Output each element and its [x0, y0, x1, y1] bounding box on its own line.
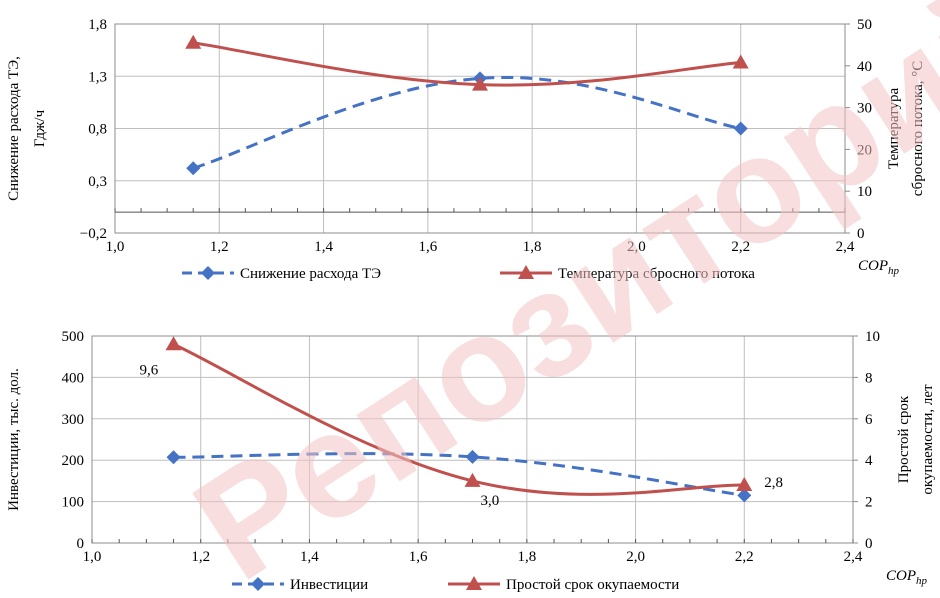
chart-top-y-tick-label: 0,8	[88, 122, 107, 138]
chart-bottom-y2-axis-label-line2: окупаемости, лет	[920, 384, 936, 495]
chart-bottom-point-diamond	[166, 450, 181, 465]
chart-bottom-y2-tick-label: 10	[865, 329, 880, 345]
chart-top-y-tick-label: 0,3	[88, 174, 107, 190]
chart-top-ticks: 1,0 1,2 1,4 1,6 1,8 2,0 2,2 2,4 −0,2 0,3 0,8 1,3 1,8…	[80, 17, 872, 255]
chart-top-y-axis-label: Снижение расхода ТЭ,	[6, 56, 22, 201]
chart-bottom-x-tick-label: 1,2	[191, 549, 210, 565]
chart-top-x-tick-label: 1,8	[523, 239, 542, 255]
chart-bottom-plot-frame	[91, 335, 854, 544]
chart-bottom: 1,0 1,2 1,4 1,6 1,8 2,0 2,2 2,40100200300400500…	[6, 329, 936, 593]
chart-bottom-series	[165, 336, 753, 503]
chart-top-point-triangle	[472, 76, 488, 91]
chart-top-x-tick-label: 1,0	[106, 239, 125, 255]
chart-top-x-tick-label: 1,2	[210, 239, 229, 255]
chart-top-legend-label: Снижение расхода ТЭ	[240, 266, 381, 282]
chart-bottom-point-triangle	[165, 336, 182, 351]
chart-top-point-triangle	[185, 34, 202, 49]
chart-top-y2-tick-label: 0	[857, 226, 865, 242]
chart-top-point-triangle	[732, 54, 749, 69]
chart-bottom-y-tick-label: 400	[62, 370, 85, 386]
chart-top-legend-marker-triangle	[518, 265, 534, 279]
chart-bottom-y-axis-label: Инвестиции, тыс. дол.	[6, 368, 22, 511]
chart-bottom-x-tick-label: 2,2	[735, 549, 754, 565]
chart-top-x-tick-label: 2,2	[731, 239, 750, 255]
chart-bottom-data-labels: 9,6 3,0 2,8	[140, 362, 783, 509]
chart-bottom-data-label: 2,8	[764, 475, 783, 491]
chart-bottom-grid	[92, 336, 853, 543]
chart-top-y2-axis-label: Температура	[886, 88, 902, 170]
chart-bottom-point-diamond	[737, 488, 752, 503]
chart-bottom-y-tick-label: 300	[62, 412, 85, 428]
chart-top-y-tick-label: 1,8	[88, 17, 107, 33]
chart-top-axes	[114, 23, 850, 234]
chart-top-y2-axis-label-line2: сбросного потока, °С	[910, 61, 926, 196]
chart-bottom-y2-tick-label: 4	[865, 453, 873, 469]
chart-top-y2-tick-label: 50	[857, 17, 872, 33]
chart-bottom-y2-tick-label: 0	[865, 536, 873, 552]
chart-top-x-tick-label: 1,6	[418, 239, 437, 255]
chart-bottom-data-label: 3,0	[481, 493, 500, 509]
chart-top-point-diamond	[733, 121, 748, 136]
chart-bottom-point-diamond	[465, 449, 480, 464]
chart-bottom-x-axis-label: COPhp	[886, 568, 928, 587]
chart-top-point-diamond	[186, 161, 201, 176]
chart-top-x-axis-label: COPhp	[858, 258, 900, 277]
chart-bottom-y2-tick-label: 2	[865, 495, 873, 511]
chart-top-x-tick-label: 2,4	[836, 239, 855, 255]
chart-bottom-x-tick-label: 2,4	[844, 549, 863, 565]
chart-bottom-x-tick-label: 1,4	[300, 549, 319, 565]
chart-bottom-point-triangle	[736, 477, 753, 492]
chart-bottom-point-triangle	[464, 472, 481, 487]
chart-top-y2-tick-label: 40	[857, 59, 872, 75]
chart-bottom-y-tick-label: 500	[62, 329, 85, 345]
chart-bottom-y-tick-label: 0	[77, 536, 85, 552]
chart-bottom-x-tick-label: 1,0	[83, 549, 102, 565]
chart-top-y2-tick-label: 20	[857, 142, 872, 158]
chart-top-y-tick-label: 1,3	[88, 69, 107, 85]
chart-bottom-legend: Инвестиции Простой срок окупаемости	[232, 576, 679, 593]
chart-top-y2-tick-label: 30	[857, 101, 872, 117]
chart-top-x-tick-label: 2,0	[627, 239, 646, 255]
chart-top-y2-tick-label: 10	[857, 184, 872, 200]
chart-top: 1,0 1,2 1,4 1,6 1,8 2,0 2,2 2,4 −0,2 0,3 0,8 1,3 1,8…	[6, 17, 926, 282]
chart-bottom-series-line-2	[172, 342, 745, 496]
chart-bottom-y-tick-label: 200	[62, 453, 85, 469]
chart-bottom-x-tick-label: 1,8	[517, 549, 536, 565]
chart-top-series	[185, 34, 749, 176]
chart-bottom-x-tick-label: 1,6	[409, 549, 428, 565]
chart-bottom-legend-marker-diamond	[251, 577, 265, 591]
chart-bottom-legend-label: Инвестиции	[290, 577, 368, 593]
chart-bottom-legend-label: Простой срок окупаемости	[506, 577, 679, 593]
chart-bottom-y2-tick-label: 8	[865, 370, 873, 386]
chart-top-plot-frame	[114, 23, 846, 234]
chart-bottom-y2-tick-label: 6	[865, 412, 873, 428]
chart-top-legend: Снижение расхода ТЭ Температура сбросного…	[182, 265, 755, 282]
chart-bottom-y2-axis-label: Простой срок	[896, 395, 912, 483]
chart-top-legend-label: Температура сбросного потока	[558, 266, 755, 282]
chart-top-series-line-1	[192, 76, 741, 170]
chart-bottom-data-label: 9,6	[140, 362, 159, 378]
chart-top-y-axis-label-unit: Гдж/ч	[32, 109, 48, 147]
chart-bottom-series-line-1	[173, 452, 745, 497]
chart-top-legend-marker-diamond	[201, 266, 215, 280]
chart-top-x-tick-label: 1,4	[314, 239, 333, 255]
chart-bottom-ticks: 1,0 1,2 1,4 1,6 1,8 2,0 2,2 2,40100200300400500…	[62, 329, 881, 565]
chart-bottom-legend-marker-triangle	[466, 576, 482, 590]
chart-bottom-axes	[91, 335, 858, 544]
chart-bottom-x-tick-label: 2,0	[626, 549, 645, 565]
chart-top-y-tick-label: −0,2	[80, 226, 107, 242]
chart-bottom-y-tick-label: 100	[62, 495, 85, 511]
